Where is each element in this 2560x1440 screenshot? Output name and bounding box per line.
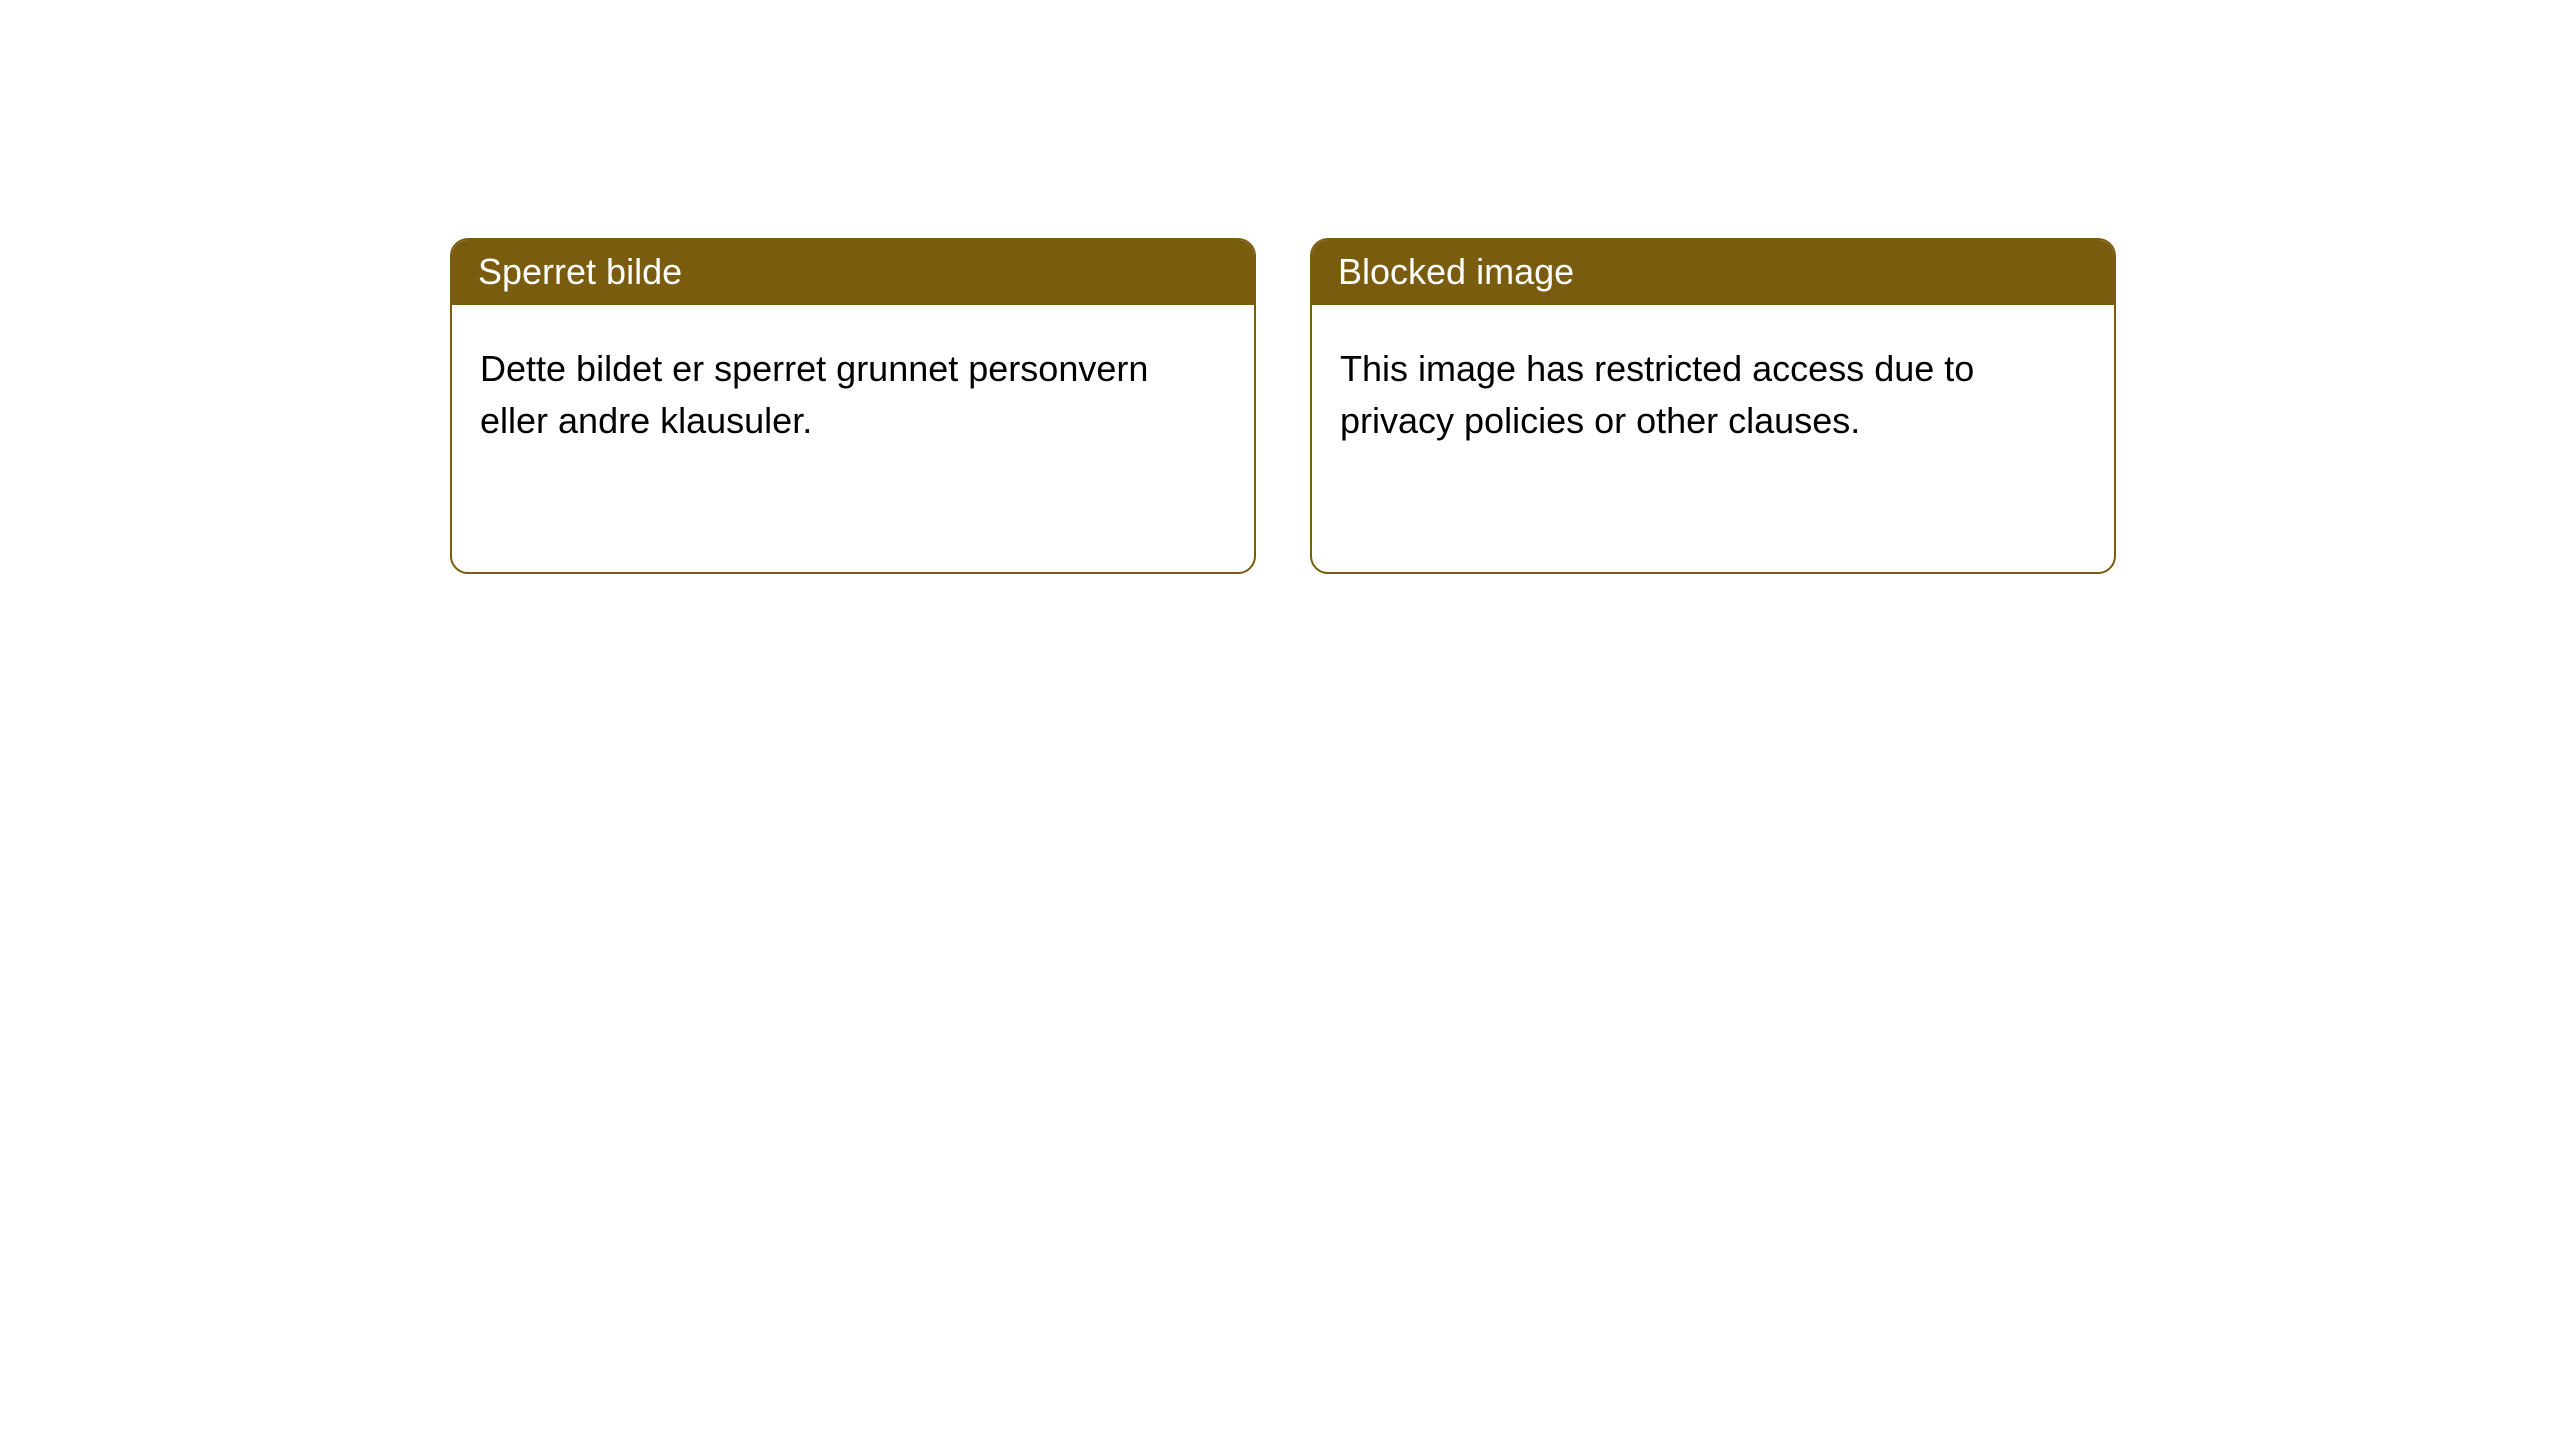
notice-card-norwegian: Sperret bilde Dette bildet er sperret gr… <box>450 238 1256 574</box>
notice-card-title: Blocked image <box>1312 240 2114 305</box>
notice-card-body: This image has restricted access due to … <box>1312 305 2114 475</box>
notice-card-body: Dette bildet er sperret grunnet personve… <box>452 305 1254 475</box>
notice-card-title: Sperret bilde <box>452 240 1254 305</box>
notice-container: Sperret bilde Dette bildet er sperret gr… <box>0 0 2560 574</box>
notice-card-english: Blocked image This image has restricted … <box>1310 238 2116 574</box>
